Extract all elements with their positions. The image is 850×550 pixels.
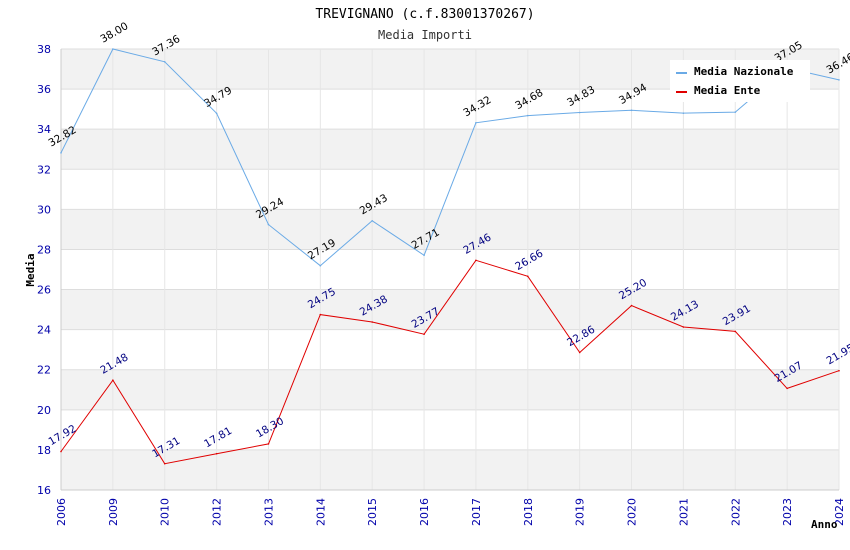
data-point: [734, 111, 737, 113]
data-point: [630, 109, 633, 112]
data-point: [319, 313, 322, 316]
y-tick-label: 16: [37, 484, 51, 497]
data-point: [838, 79, 840, 81]
y-tick-label: 26: [37, 284, 51, 297]
data-point: [578, 351, 581, 354]
data-point: [267, 223, 270, 226]
y-tick-label: 28: [37, 243, 51, 256]
x-tick-label: 2014: [314, 498, 327, 526]
data-point: [630, 304, 633, 307]
chart-title: TREVIGNANO (c.f.83001370267): [315, 7, 534, 22]
grid-bands: [61, 49, 839, 490]
data-label: 34.68: [513, 87, 545, 112]
y-axis-label: Media: [24, 253, 37, 286]
grid-band: [61, 369, 839, 410]
y-tick-label: 36: [37, 83, 51, 96]
data-point: [112, 48, 114, 50]
x-tick-label: 2017: [470, 498, 483, 526]
x-tick-label: 2019: [574, 498, 587, 526]
legend: Media Nazionale Media Ente: [670, 60, 810, 102]
data-point: [734, 330, 737, 333]
data-point: [163, 61, 166, 63]
grid-band: [61, 449, 839, 490]
x-tick-label: 2012: [211, 498, 224, 526]
y-tick-label: 38: [37, 43, 51, 56]
data-point: [682, 326, 685, 328]
x-tick-label: 2021: [677, 498, 690, 526]
data-point: [267, 443, 270, 445]
x-axis-label: Anno: [811, 518, 838, 531]
data-point: [527, 114, 529, 117]
data-label: 18.30: [254, 415, 286, 440]
axes: [60, 49, 839, 491]
data-point: [371, 321, 374, 323]
x-tick-label: 2020: [626, 498, 639, 526]
data-point: [319, 264, 322, 267]
data-label: 17.92: [47, 423, 79, 448]
y-axis-ticks: 16 18 20 22 24 26 28 30 32 34 36 38: [37, 43, 51, 497]
data-point: [60, 152, 62, 154]
x-tick-label: 2023: [781, 498, 794, 526]
series-line-media-nazionale: [60, 48, 840, 267]
grid-band: [61, 209, 839, 250]
x-tick-label: 2018: [522, 498, 535, 526]
data-point: [215, 452, 218, 455]
data-point: [371, 219, 374, 222]
data-point: [423, 333, 425, 336]
data-point: [786, 387, 788, 390]
data-point: [475, 121, 477, 124]
data-point: [60, 450, 62, 453]
legend-box: [670, 60, 810, 102]
x-tick-label: 2010: [159, 498, 172, 526]
grid-band: [61, 289, 839, 330]
data-point: [682, 112, 685, 114]
legend-label-media-ente: Media Ente: [694, 84, 761, 97]
y-tick-label: 32: [37, 163, 51, 176]
x-tick-label: 2006: [55, 498, 68, 526]
x-axis-ticks: 2006 2009 2010 2012 2013 2014 2015 2016 2017 2018…: [55, 498, 846, 526]
y-tick-label: 20: [37, 404, 51, 417]
x-tick-label: 2016: [418, 498, 431, 526]
x-tick-label: 2022: [729, 498, 742, 526]
data-point: [578, 111, 581, 114]
data-label: 38.00: [98, 20, 130, 45]
data-point: [527, 275, 529, 278]
data-point: [838, 369, 840, 372]
data-point: [112, 379, 114, 381]
data-label: 26.66: [513, 247, 545, 273]
y-tick-label: 24: [37, 324, 51, 337]
legend-label-media-nazionale: Media Nazionale: [694, 65, 794, 78]
y-tick-label: 30: [37, 203, 51, 216]
chart-subtitle: Media Importi: [378, 28, 472, 42]
data-point: [163, 462, 166, 465]
data-point: [215, 112, 218, 115]
grid-lines: [60, 48, 840, 491]
data-label: 21.95: [825, 342, 850, 367]
x-tick-label: 2009: [107, 498, 120, 526]
y-tick-label: 18: [37, 444, 51, 457]
y-tick-label: 34: [37, 123, 51, 136]
data-label: 34.32: [461, 94, 493, 119]
y-tick-label: 22: [37, 364, 51, 377]
series-line-media-ente: [60, 259, 840, 465]
data-label: 17.81: [202, 425, 234, 450]
grid-band: [61, 129, 839, 170]
data-point: [475, 259, 477, 262]
x-tick-label: 2015: [366, 498, 379, 526]
x-tick-label: 2013: [262, 498, 275, 526]
x-tick-label: 2024: [833, 498, 846, 526]
data-point: [423, 254, 425, 257]
